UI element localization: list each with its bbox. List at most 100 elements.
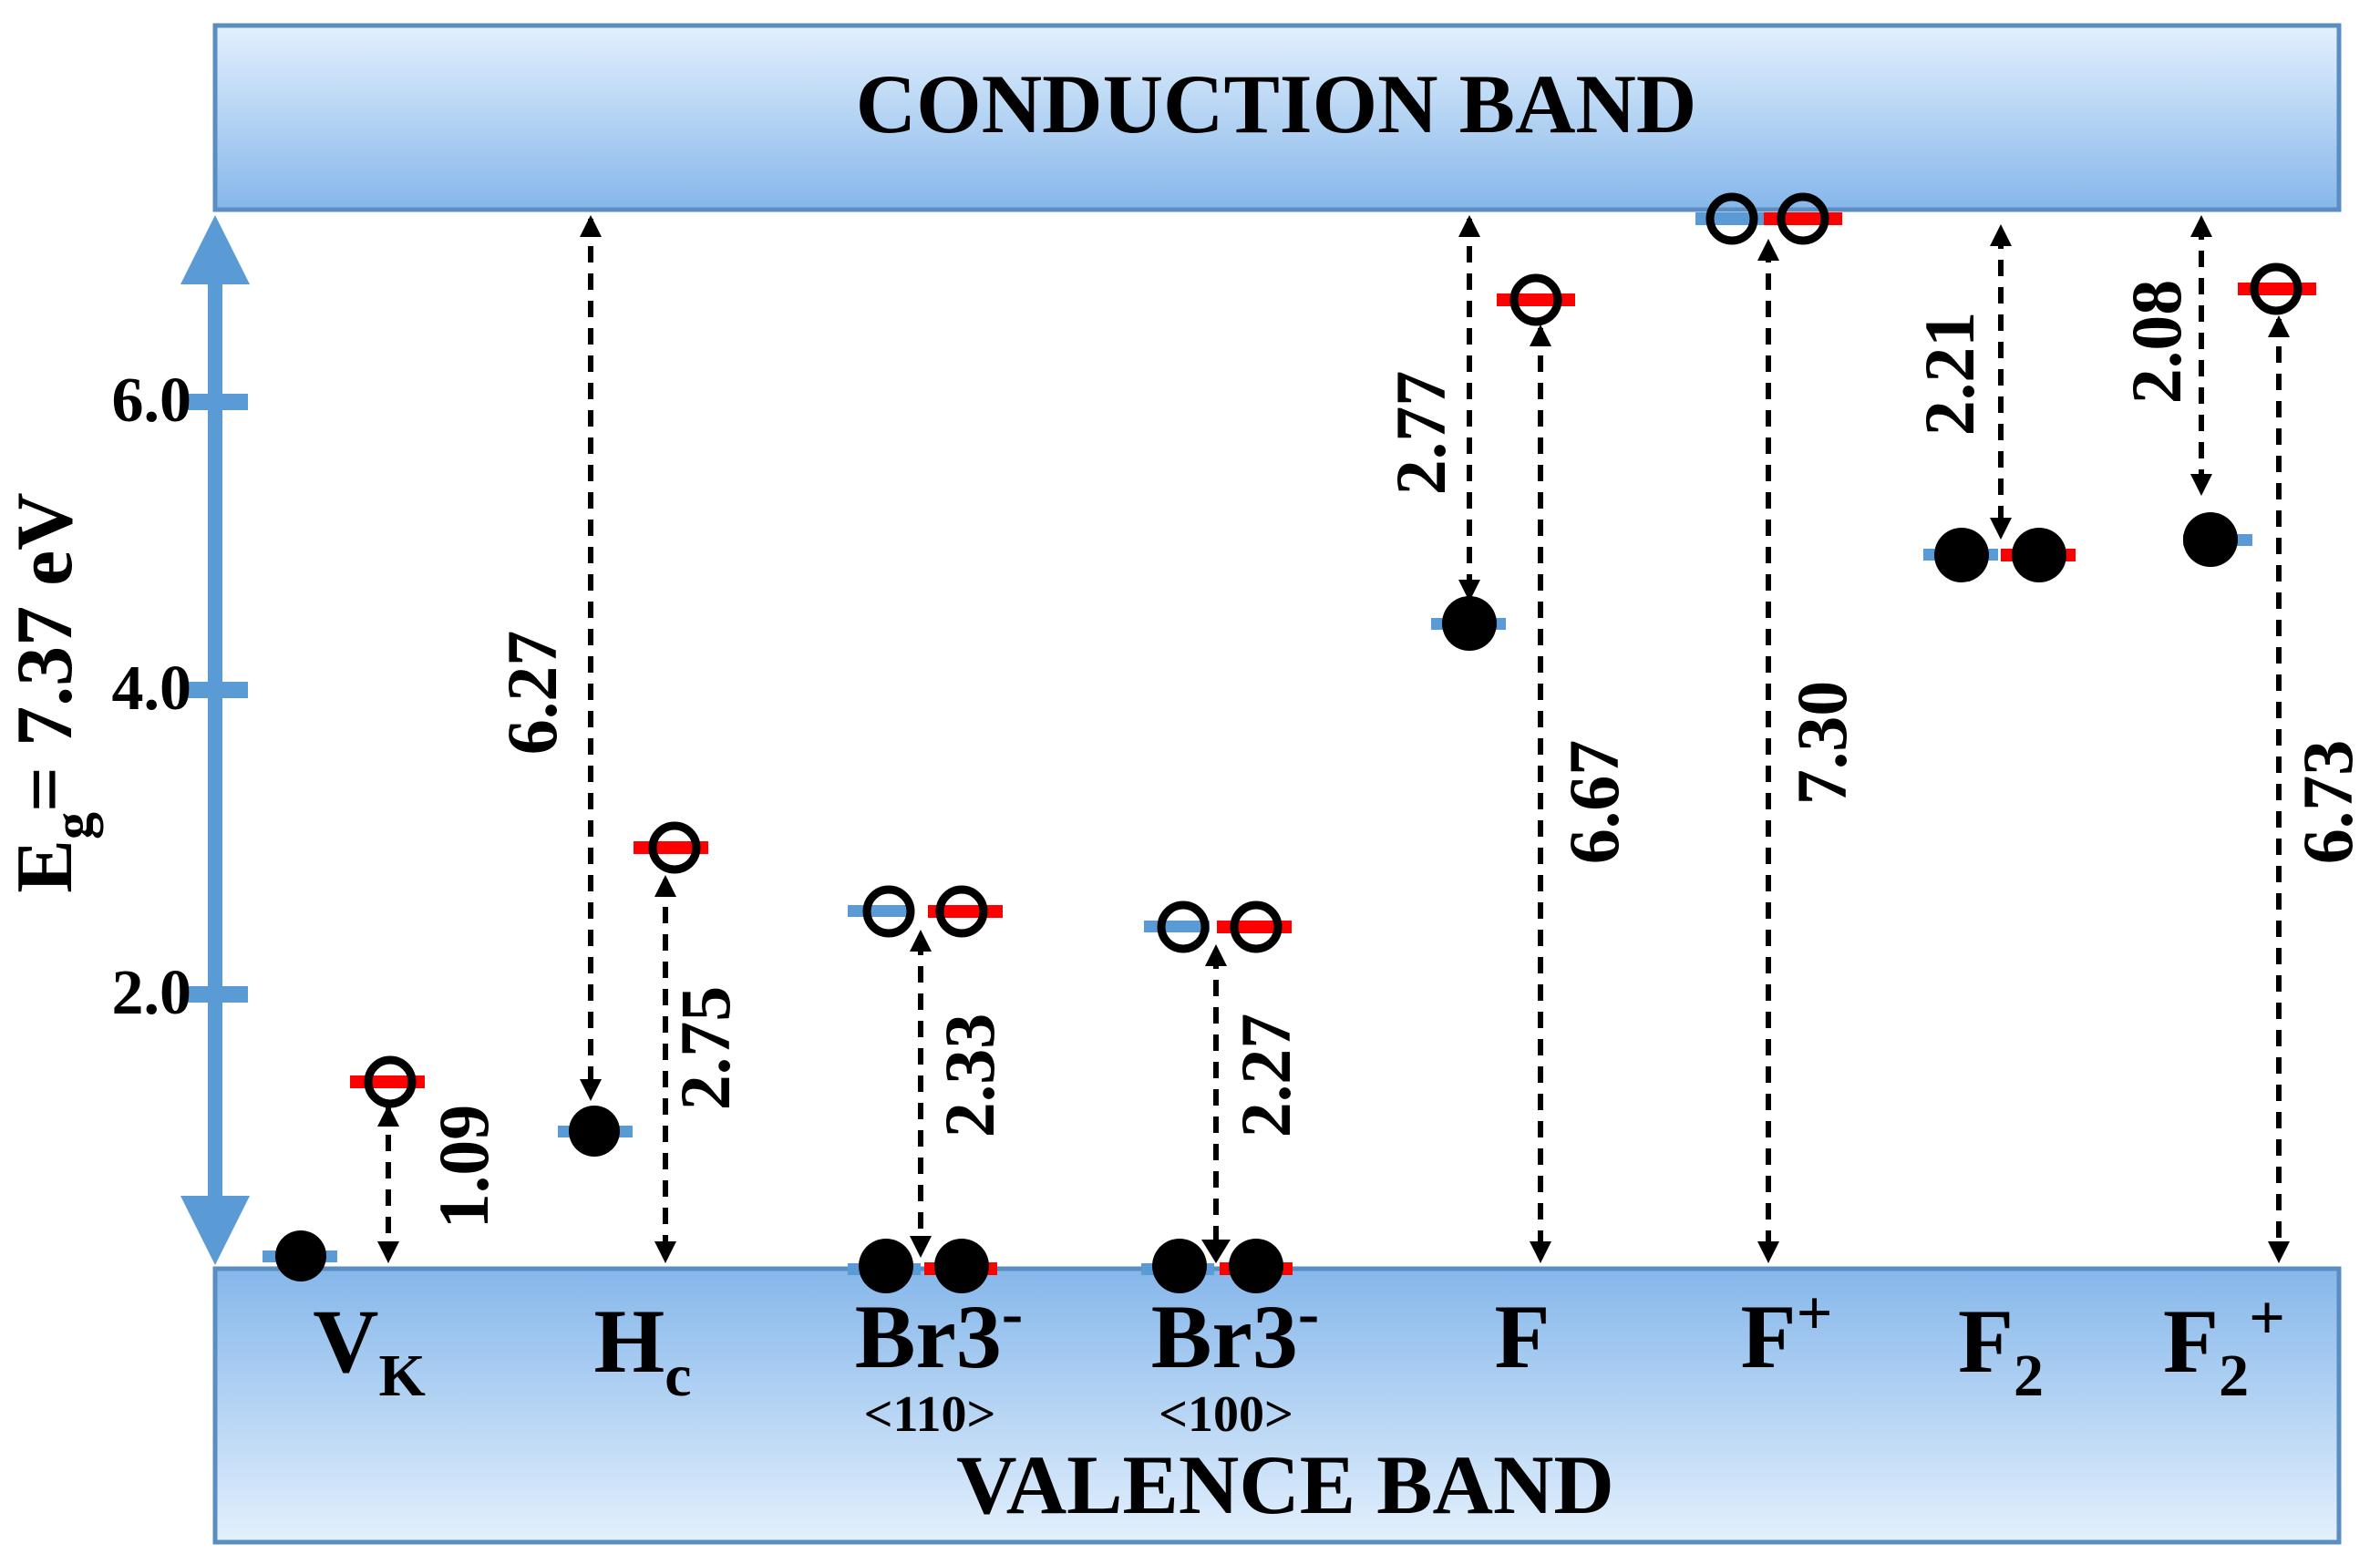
arrowhead bbox=[1530, 324, 1551, 346]
arrowhead bbox=[2190, 474, 2212, 496]
defect-labels: VK Hc Br3- <110> Br3- <100> F F+ F2 F2+ bbox=[313, 1279, 2285, 1443]
transition-value: 6.27 bbox=[492, 631, 572, 756]
electron-filled bbox=[1442, 596, 1497, 651]
hole-empty bbox=[862, 885, 915, 938]
label-name: V bbox=[313, 1291, 378, 1392]
energy-axis-arrowhead-top bbox=[180, 215, 250, 284]
label-br3-100: Br3- bbox=[1151, 1279, 1319, 1387]
label-sub: K bbox=[378, 1343, 425, 1409]
energy-axis: 2.0 4.0 6.0 bbox=[112, 215, 250, 1265]
electron-filled bbox=[934, 1239, 989, 1293]
defect-f: 2.77 6.67 bbox=[1381, 215, 1633, 1263]
hole-empty bbox=[648, 821, 701, 874]
arrowhead bbox=[1530, 1241, 1551, 1263]
label-sub: c bbox=[665, 1343, 691, 1409]
arrowhead bbox=[1757, 1241, 1779, 1263]
label-name: H bbox=[593, 1291, 665, 1392]
arrowhead bbox=[910, 930, 932, 952]
electron-filled bbox=[569, 1106, 620, 1157]
level-bar bbox=[2238, 283, 2316, 295]
arrowhead bbox=[1458, 215, 1480, 237]
band-gap-subscript: g bbox=[43, 812, 103, 839]
hole-empty bbox=[1705, 192, 1758, 245]
arrowhead bbox=[654, 875, 676, 897]
axis-tick-label-4: 4.0 bbox=[112, 654, 192, 724]
defect-f2: 2.21 bbox=[1910, 224, 2076, 582]
hole-empty bbox=[1777, 192, 1829, 245]
transition-value: 6.73 bbox=[2288, 740, 2367, 865]
defect-hc: 6.27 2.75 bbox=[492, 215, 745, 1263]
level-bar bbox=[1144, 921, 1210, 932]
arrowhead bbox=[2190, 215, 2212, 237]
label-sub: 3 bbox=[1252, 1286, 1298, 1387]
transition-value: 1.09 bbox=[424, 1105, 503, 1230]
level-bar bbox=[1497, 293, 1575, 306]
label-br3-110-direction: <110> bbox=[864, 1386, 996, 1443]
energy-axis-arrowhead-bottom bbox=[180, 1196, 250, 1265]
label-f-plus: F+ bbox=[1741, 1279, 1833, 1387]
electron-filled bbox=[2183, 512, 2238, 567]
label-f2: F2 bbox=[1958, 1291, 2044, 1409]
label-name: F bbox=[1741, 1286, 1797, 1387]
defect-vk: 1.09 bbox=[263, 1055, 503, 1281]
hole-empty bbox=[1230, 900, 1283, 953]
hole-empty bbox=[364, 1055, 417, 1108]
arrowhead bbox=[377, 1241, 399, 1263]
arrowhead bbox=[2268, 1241, 2290, 1263]
arrowhead bbox=[1990, 518, 2012, 540]
electron-filled bbox=[1934, 528, 1989, 582]
transition-value: 2.77 bbox=[1381, 371, 1460, 496]
label-sub: 3 bbox=[956, 1286, 1002, 1387]
hole-empty bbox=[935, 885, 988, 938]
conduction-band-label: CONDUCTION BAND bbox=[856, 57, 1697, 150]
electron-filled bbox=[1152, 1239, 1207, 1293]
transition-value: 2.08 bbox=[2117, 280, 2196, 405]
valence-band bbox=[212, 1266, 2342, 1545]
arrowhead bbox=[910, 1236, 932, 1258]
axis-tick-6 bbox=[182, 394, 248, 410]
defect-f-plus: 7.30 bbox=[1695, 192, 1861, 1263]
electron-filled bbox=[275, 1230, 326, 1281]
arrowhead bbox=[2268, 315, 2290, 337]
label-name: Br bbox=[1151, 1286, 1252, 1387]
label-name: F bbox=[1494, 1286, 1550, 1387]
transition-value: 6.67 bbox=[1554, 740, 1633, 865]
electron-filled bbox=[859, 1239, 913, 1293]
band-gap-value: = 7.37 eV bbox=[1, 492, 89, 812]
arrowhead bbox=[580, 215, 602, 237]
hole-empty bbox=[1157, 900, 1210, 953]
band-gap-symbol: E bbox=[1, 839, 89, 893]
arrowhead bbox=[1757, 239, 1779, 261]
axis-tick-2 bbox=[182, 986, 248, 1003]
conduction-band bbox=[212, 23, 2342, 212]
label-hc: Hc bbox=[593, 1291, 691, 1409]
transition-value: 2.27 bbox=[1226, 1014, 1305, 1138]
transition-value: 2.75 bbox=[665, 986, 745, 1111]
defect-br3-100: 2.27 bbox=[1141, 900, 1305, 1293]
arrowhead bbox=[654, 1241, 676, 1263]
valence-band-label: VALENCE BAND bbox=[956, 1438, 1614, 1531]
label-name: F bbox=[1958, 1291, 2014, 1392]
electron-filled bbox=[2012, 528, 2066, 582]
axis-tick-4 bbox=[182, 682, 248, 698]
transition-value: 2.33 bbox=[930, 1014, 1009, 1138]
label-sup: + bbox=[1797, 1279, 1833, 1349]
label-f2-plus: F2+ bbox=[2163, 1283, 2285, 1409]
hole-empty bbox=[1509, 273, 1562, 326]
label-f: F bbox=[1494, 1286, 1550, 1387]
label-sub: 2 bbox=[2014, 1343, 2044, 1409]
defect-br3-110: 2.33 bbox=[848, 885, 1009, 1293]
label-sup: - bbox=[1002, 1279, 1023, 1349]
arrowhead bbox=[1458, 580, 1480, 602]
label-sub: 2 bbox=[2219, 1343, 2249, 1409]
label-vk: VK bbox=[313, 1291, 426, 1409]
hole-empty bbox=[2250, 262, 2303, 315]
arrowhead bbox=[580, 1079, 602, 1101]
level-bar bbox=[848, 905, 913, 917]
axis-tick-label-6: 6.0 bbox=[112, 365, 192, 436]
label-sup: + bbox=[2249, 1283, 2285, 1353]
label-br3-100-direction: <100> bbox=[1159, 1386, 1293, 1443]
arrowhead bbox=[1201, 1240, 1231, 1263]
label-br3-110: Br3- bbox=[855, 1279, 1023, 1387]
